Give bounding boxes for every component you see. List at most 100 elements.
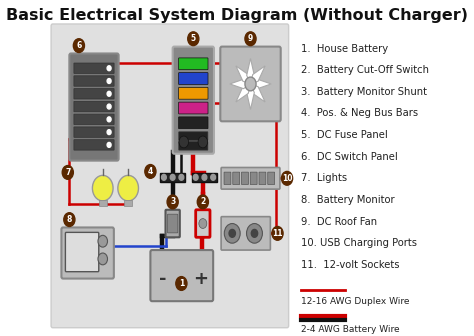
- Circle shape: [224, 223, 240, 243]
- Circle shape: [107, 66, 111, 71]
- FancyBboxPatch shape: [74, 140, 114, 150]
- Circle shape: [107, 117, 111, 122]
- Circle shape: [107, 130, 111, 135]
- FancyBboxPatch shape: [179, 132, 208, 140]
- Circle shape: [162, 174, 166, 180]
- FancyBboxPatch shape: [259, 172, 266, 184]
- Text: 11: 11: [272, 229, 283, 238]
- Circle shape: [118, 175, 138, 201]
- Circle shape: [202, 174, 207, 180]
- FancyBboxPatch shape: [221, 168, 280, 189]
- FancyBboxPatch shape: [74, 101, 114, 112]
- FancyBboxPatch shape: [179, 117, 208, 129]
- Text: 4: 4: [148, 167, 153, 176]
- Bar: [160, 173, 185, 182]
- Text: 2: 2: [200, 198, 205, 206]
- Circle shape: [245, 77, 256, 91]
- FancyBboxPatch shape: [179, 87, 208, 99]
- Text: 6: 6: [76, 41, 82, 50]
- FancyBboxPatch shape: [74, 127, 114, 137]
- FancyBboxPatch shape: [62, 227, 114, 279]
- FancyBboxPatch shape: [196, 210, 210, 237]
- Circle shape: [98, 235, 108, 247]
- Polygon shape: [230, 79, 250, 89]
- FancyBboxPatch shape: [167, 214, 178, 233]
- Circle shape: [188, 32, 199, 46]
- Text: 9: 9: [248, 34, 253, 43]
- Circle shape: [229, 229, 236, 237]
- Bar: [124, 200, 132, 206]
- Text: 3: 3: [170, 198, 175, 206]
- Circle shape: [73, 39, 84, 52]
- Circle shape: [64, 213, 75, 226]
- Text: 4.  Pos. & Neg Bus Bars: 4. Pos. & Neg Bus Bars: [301, 109, 419, 119]
- FancyBboxPatch shape: [74, 89, 114, 99]
- Text: 1.  House Battery: 1. House Battery: [301, 44, 389, 53]
- FancyBboxPatch shape: [242, 172, 248, 184]
- Text: 2.  Battery Cut-Off Switch: 2. Battery Cut-Off Switch: [301, 65, 429, 75]
- FancyBboxPatch shape: [51, 24, 289, 328]
- Text: +: +: [193, 269, 208, 288]
- Circle shape: [107, 79, 111, 83]
- Text: 9.  DC Roof Fan: 9. DC Roof Fan: [301, 217, 377, 226]
- Text: 12-16 AWG Duplex Wire: 12-16 AWG Duplex Wire: [301, 297, 410, 306]
- Circle shape: [107, 91, 111, 96]
- Text: 7.  Lights: 7. Lights: [301, 173, 347, 183]
- Circle shape: [197, 195, 209, 209]
- FancyBboxPatch shape: [250, 172, 257, 184]
- FancyBboxPatch shape: [233, 172, 240, 184]
- FancyBboxPatch shape: [150, 250, 213, 301]
- Circle shape: [92, 175, 113, 201]
- Text: 7: 7: [65, 168, 71, 177]
- Circle shape: [179, 136, 189, 148]
- Circle shape: [272, 226, 283, 240]
- FancyBboxPatch shape: [220, 47, 281, 121]
- Bar: [191, 173, 217, 182]
- Circle shape: [170, 174, 175, 180]
- Circle shape: [179, 174, 184, 180]
- FancyBboxPatch shape: [221, 217, 270, 250]
- Circle shape: [167, 195, 178, 209]
- Text: 1: 1: [179, 279, 184, 288]
- Circle shape: [62, 166, 73, 179]
- FancyBboxPatch shape: [179, 142, 208, 150]
- Polygon shape: [250, 79, 271, 89]
- Text: 3.  Battery Monitor Shunt: 3. Battery Monitor Shunt: [301, 87, 428, 97]
- Text: 8: 8: [67, 215, 72, 224]
- FancyBboxPatch shape: [74, 76, 114, 86]
- FancyBboxPatch shape: [74, 114, 114, 125]
- Text: -: -: [159, 269, 167, 288]
- FancyBboxPatch shape: [69, 53, 118, 161]
- FancyBboxPatch shape: [179, 73, 208, 84]
- Circle shape: [251, 229, 258, 237]
- Polygon shape: [246, 84, 255, 110]
- Text: 5.  DC Fuse Panel: 5. DC Fuse Panel: [301, 130, 388, 140]
- Circle shape: [176, 277, 187, 290]
- Circle shape: [246, 223, 263, 243]
- FancyBboxPatch shape: [165, 210, 180, 237]
- Circle shape: [198, 136, 208, 148]
- FancyBboxPatch shape: [224, 172, 231, 184]
- Circle shape: [98, 253, 108, 265]
- FancyBboxPatch shape: [179, 102, 208, 114]
- Polygon shape: [236, 66, 250, 84]
- Polygon shape: [246, 58, 255, 84]
- FancyBboxPatch shape: [65, 233, 99, 272]
- FancyBboxPatch shape: [74, 63, 114, 74]
- Bar: [99, 200, 107, 206]
- Text: 2-4 AWG Battery Wire: 2-4 AWG Battery Wire: [301, 325, 400, 334]
- Circle shape: [107, 104, 111, 109]
- Circle shape: [211, 174, 216, 180]
- Circle shape: [193, 174, 198, 180]
- Text: Basic Electrical System Diagram (Without Charger): Basic Electrical System Diagram (Without…: [6, 8, 468, 23]
- Text: 6.  DC Switch Panel: 6. DC Switch Panel: [301, 152, 398, 162]
- Circle shape: [145, 165, 156, 178]
- Circle shape: [245, 32, 256, 46]
- Text: 10: 10: [282, 174, 292, 183]
- Polygon shape: [236, 84, 250, 102]
- FancyBboxPatch shape: [179, 58, 208, 70]
- Text: 10. USB Charging Ports: 10. USB Charging Ports: [301, 238, 417, 248]
- Text: 5: 5: [191, 34, 196, 43]
- Circle shape: [107, 142, 111, 148]
- Polygon shape: [250, 66, 265, 84]
